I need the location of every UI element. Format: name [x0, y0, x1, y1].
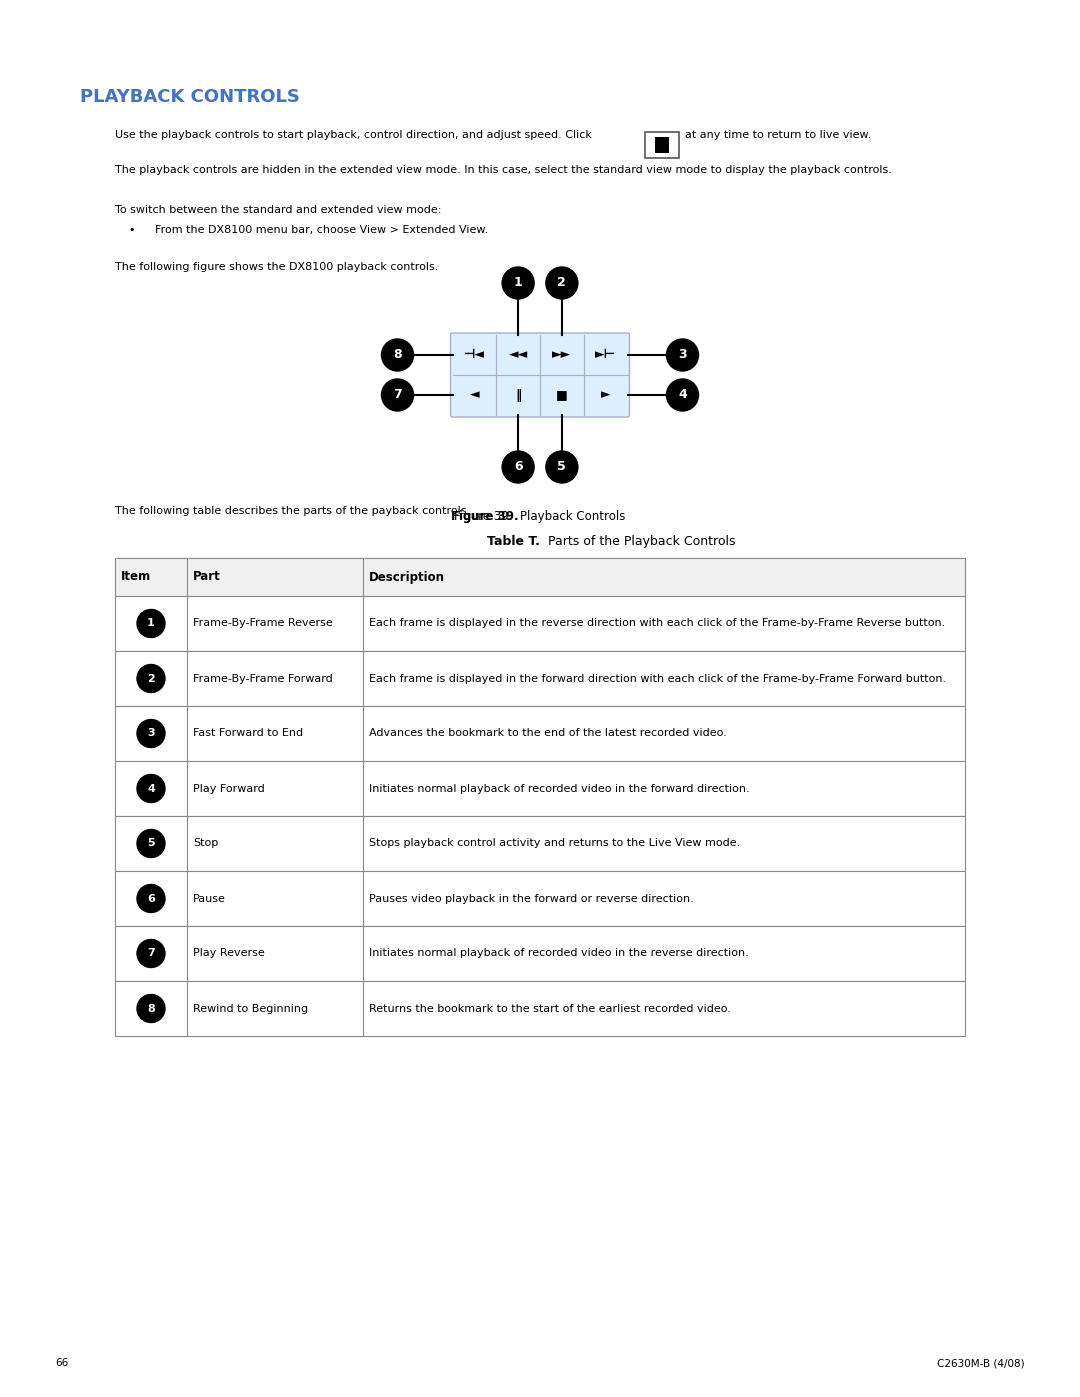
Circle shape	[381, 379, 414, 411]
Text: Part: Part	[193, 570, 220, 584]
Circle shape	[545, 451, 578, 483]
Text: PLAYBACK CONTROLS: PLAYBACK CONTROLS	[80, 88, 300, 106]
Text: ►►: ►►	[552, 348, 571, 362]
FancyBboxPatch shape	[114, 651, 966, 705]
Text: 1: 1	[514, 277, 523, 289]
Text: Initiates normal playback of recorded video in the forward direction.: Initiates normal playback of recorded vi…	[369, 784, 750, 793]
Text: 2: 2	[557, 277, 566, 289]
Text: ◄: ◄	[470, 388, 480, 401]
Text: Frame-By-Frame Reverse: Frame-By-Frame Reverse	[193, 619, 333, 629]
Circle shape	[502, 267, 535, 299]
Text: Stops playback control activity and returns to the Live View mode.: Stops playback control activity and retu…	[369, 838, 740, 848]
Text: From the DX8100 menu bar, choose View > Extended View.: From the DX8100 menu bar, choose View > …	[156, 225, 488, 235]
Text: at any time to return to live view.: at any time to return to live view.	[685, 130, 872, 140]
Text: 6: 6	[147, 894, 154, 904]
Text: The following table describes the parts of the payback controls.: The following table describes the parts …	[114, 506, 470, 515]
FancyBboxPatch shape	[114, 816, 966, 870]
FancyBboxPatch shape	[114, 761, 966, 816]
Text: 4: 4	[678, 388, 687, 401]
Circle shape	[137, 719, 165, 747]
Text: 2: 2	[147, 673, 154, 683]
Text: Initiates normal playback of recorded video in the reverse direction.: Initiates normal playback of recorded vi…	[369, 949, 748, 958]
Text: ■: ■	[556, 388, 568, 401]
Text: •: •	[129, 225, 135, 235]
FancyBboxPatch shape	[114, 981, 966, 1037]
FancyBboxPatch shape	[114, 870, 966, 926]
Text: 66: 66	[55, 1358, 68, 1368]
Text: ◄◄: ◄◄	[509, 348, 528, 362]
Text: 8: 8	[147, 1003, 154, 1013]
Text: 8: 8	[393, 348, 402, 362]
Text: Fast Forward to End: Fast Forward to End	[193, 728, 303, 739]
Text: Parts of the Playback Controls: Parts of the Playback Controls	[540, 535, 735, 548]
Text: Play Forward: Play Forward	[193, 784, 265, 793]
Text: 3: 3	[147, 728, 154, 739]
FancyBboxPatch shape	[450, 332, 630, 416]
Text: Table T.: Table T.	[487, 535, 540, 548]
FancyBboxPatch shape	[114, 926, 966, 981]
Text: 7: 7	[147, 949, 154, 958]
Text: Advances the bookmark to the end of the latest recorded video.: Advances the bookmark to the end of the …	[369, 728, 727, 739]
Circle shape	[137, 774, 165, 802]
Text: Pause: Pause	[193, 894, 226, 904]
Text: The playback controls are hidden in the extended view mode. In this case, select: The playback controls are hidden in the …	[114, 165, 892, 175]
Text: To switch between the standard and extended view mode:: To switch between the standard and exten…	[114, 205, 442, 215]
Circle shape	[502, 451, 535, 483]
Text: 5: 5	[557, 461, 566, 474]
Circle shape	[137, 609, 165, 637]
Text: Figure 39.  Playback Controls: Figure 39. Playback Controls	[455, 510, 625, 522]
Circle shape	[137, 940, 165, 968]
Text: Play Reverse: Play Reverse	[193, 949, 265, 958]
FancyBboxPatch shape	[114, 705, 966, 761]
Text: Figure 39.: Figure 39.	[451, 510, 518, 522]
FancyBboxPatch shape	[114, 557, 966, 597]
Text: Stop: Stop	[193, 838, 218, 848]
Text: Use the playback controls to start playback, control direction, and adjust speed: Use the playback controls to start playb…	[114, 130, 592, 140]
Text: 4: 4	[147, 784, 154, 793]
FancyBboxPatch shape	[114, 597, 966, 651]
Text: ►: ►	[600, 388, 610, 401]
FancyBboxPatch shape	[654, 137, 669, 154]
Text: 7: 7	[393, 388, 402, 401]
Text: C2630M-B (4/08): C2630M-B (4/08)	[937, 1358, 1025, 1368]
Circle shape	[137, 830, 165, 858]
Text: 1: 1	[147, 619, 154, 629]
Circle shape	[666, 339, 699, 372]
Text: Description: Description	[369, 570, 445, 584]
FancyBboxPatch shape	[645, 131, 679, 158]
Text: Each frame is displayed in the reverse direction with each click of the Frame-by: Each frame is displayed in the reverse d…	[369, 619, 945, 629]
Text: 5: 5	[147, 838, 154, 848]
Text: Each frame is displayed in the forward direction with each click of the Frame-by: Each frame is displayed in the forward d…	[369, 673, 946, 683]
Circle shape	[666, 379, 699, 411]
Circle shape	[137, 665, 165, 693]
Text: ⊣◄: ⊣◄	[464, 348, 485, 362]
Circle shape	[545, 267, 578, 299]
Text: 6: 6	[514, 461, 523, 474]
Text: The following figure shows the DX8100 playback controls.: The following figure shows the DX8100 pl…	[114, 263, 438, 272]
Circle shape	[137, 884, 165, 912]
Text: Pauses video playback in the forward or reverse direction.: Pauses video playback in the forward or …	[369, 894, 693, 904]
Text: Returns the bookmark to the start of the earliest recorded video.: Returns the bookmark to the start of the…	[369, 1003, 731, 1013]
Text: ►⊢: ►⊢	[595, 348, 616, 362]
Circle shape	[381, 339, 414, 372]
Text: ‖: ‖	[515, 388, 522, 401]
Text: 3: 3	[678, 348, 687, 362]
Text: Frame-By-Frame Forward: Frame-By-Frame Forward	[193, 673, 333, 683]
Text: Item: Item	[121, 570, 151, 584]
Text: Rewind to Beginning: Rewind to Beginning	[193, 1003, 308, 1013]
Circle shape	[137, 995, 165, 1023]
